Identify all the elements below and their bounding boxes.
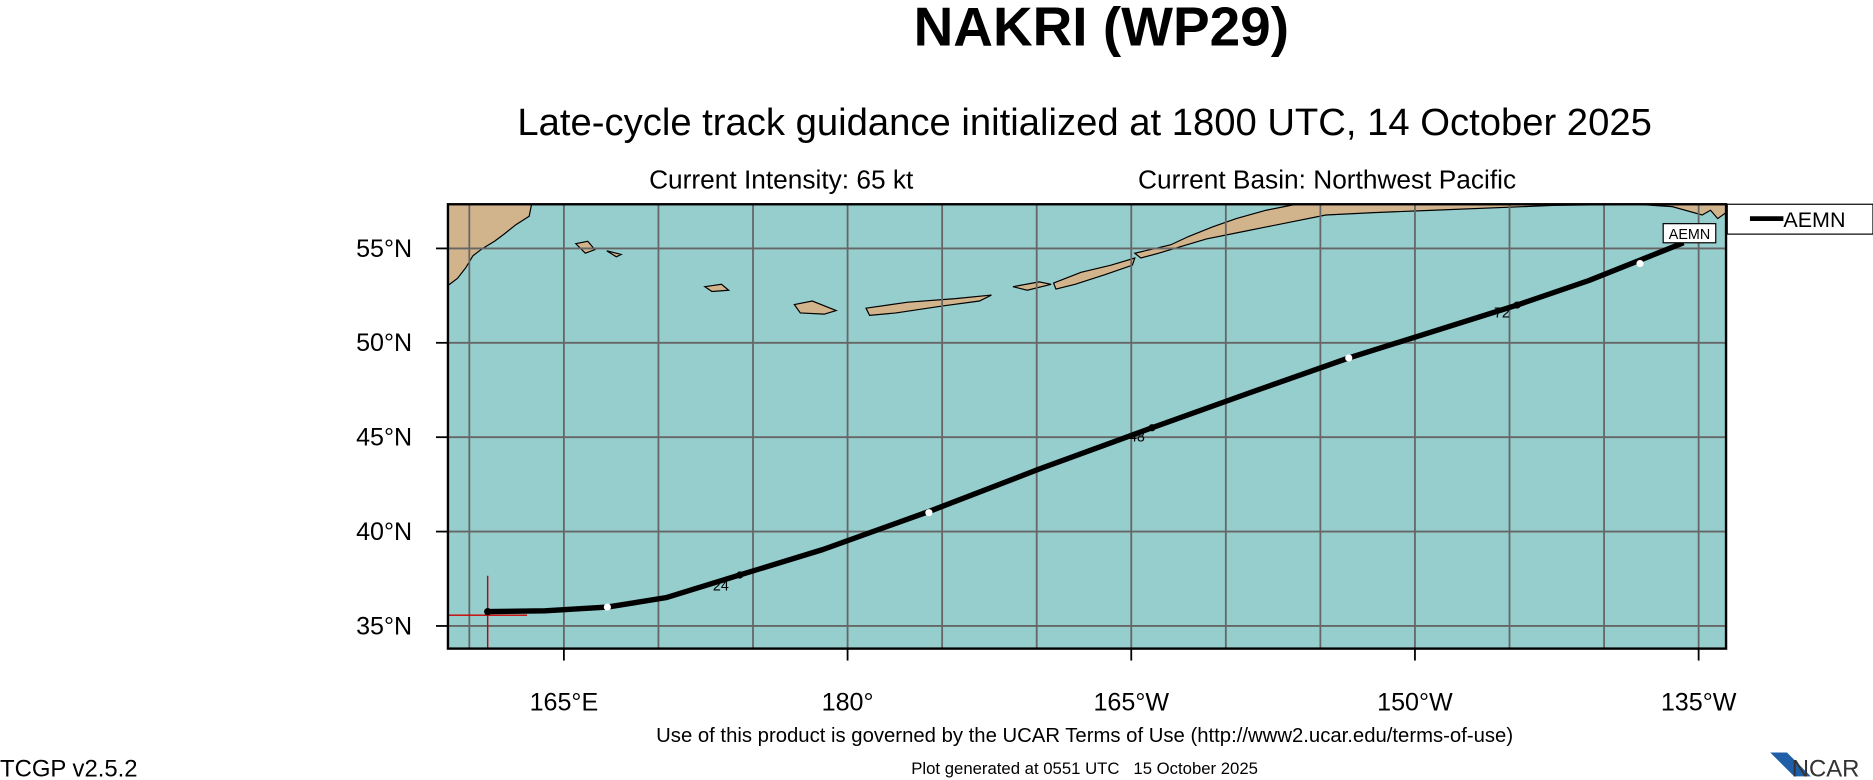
track-layer: 24 48 72 AEMN [448, 223, 1717, 648]
legend-label: AEMN [1783, 208, 1845, 232]
lon-tick-label: 180° [822, 689, 874, 717]
lat-tick-label: 50°N [356, 329, 412, 357]
legend: AEMN [1726, 203, 1873, 235]
version: TCGP v2.5.2 [0, 755, 138, 780]
generated: Plot generated at 0551 UTC 15 October 20… [911, 759, 1258, 778]
logo-text: NCAR [1792, 755, 1860, 780]
intensity: Current Intensity: 65 kt [649, 165, 914, 195]
logo-mark [1770, 752, 1811, 777]
track-marker [603, 603, 611, 611]
basin: Current Basin: Northwest Pacific [1138, 165, 1516, 195]
land-island [703, 283, 731, 293]
lat-tick-label: 40°N [356, 518, 412, 546]
tau-label: 72 [1494, 306, 1510, 322]
track-marker [925, 509, 933, 517]
terms: Use of this product is governed by the U… [656, 725, 1513, 747]
land-island [1012, 281, 1052, 291]
track-marker [1148, 424, 1156, 432]
track-marker [1636, 259, 1644, 268]
tau-label: 48 [1129, 429, 1145, 445]
track-label-box [1662, 223, 1717, 244]
land-island [793, 300, 838, 315]
ncar-logo: NCAR [1770, 752, 1860, 780]
title: NAKRI (WP29) [914, 0, 1289, 57]
lat-tick-label: 55°N [356, 235, 412, 263]
land-island [574, 240, 596, 254]
plot-frame [446, 203, 1728, 650]
track-line [487, 240, 1685, 615]
track-marker [1513, 301, 1521, 309]
track-marker [484, 608, 492, 616]
lon-tick-label: 165°E [530, 689, 599, 717]
track-marker [1345, 354, 1353, 362]
lon-tick-label: 150°W [1377, 689, 1453, 717]
land-island [865, 294, 992, 316]
subtitle: Late-cycle track guidance initialized at… [517, 101, 1651, 144]
land-island [606, 250, 623, 258]
lon-tick-label: 165°W [1093, 689, 1169, 717]
lat-tick-label: 45°N [356, 424, 412, 452]
lat-tick-label: 35°N [356, 612, 412, 640]
grid [447, 204, 1727, 649]
track-label: AEMN [1669, 227, 1710, 243]
lon-tick-label: 135°W [1661, 689, 1737, 717]
tau-label: 24 [713, 578, 729, 594]
land-island [1052, 257, 1136, 290]
track-marker [736, 571, 744, 579]
